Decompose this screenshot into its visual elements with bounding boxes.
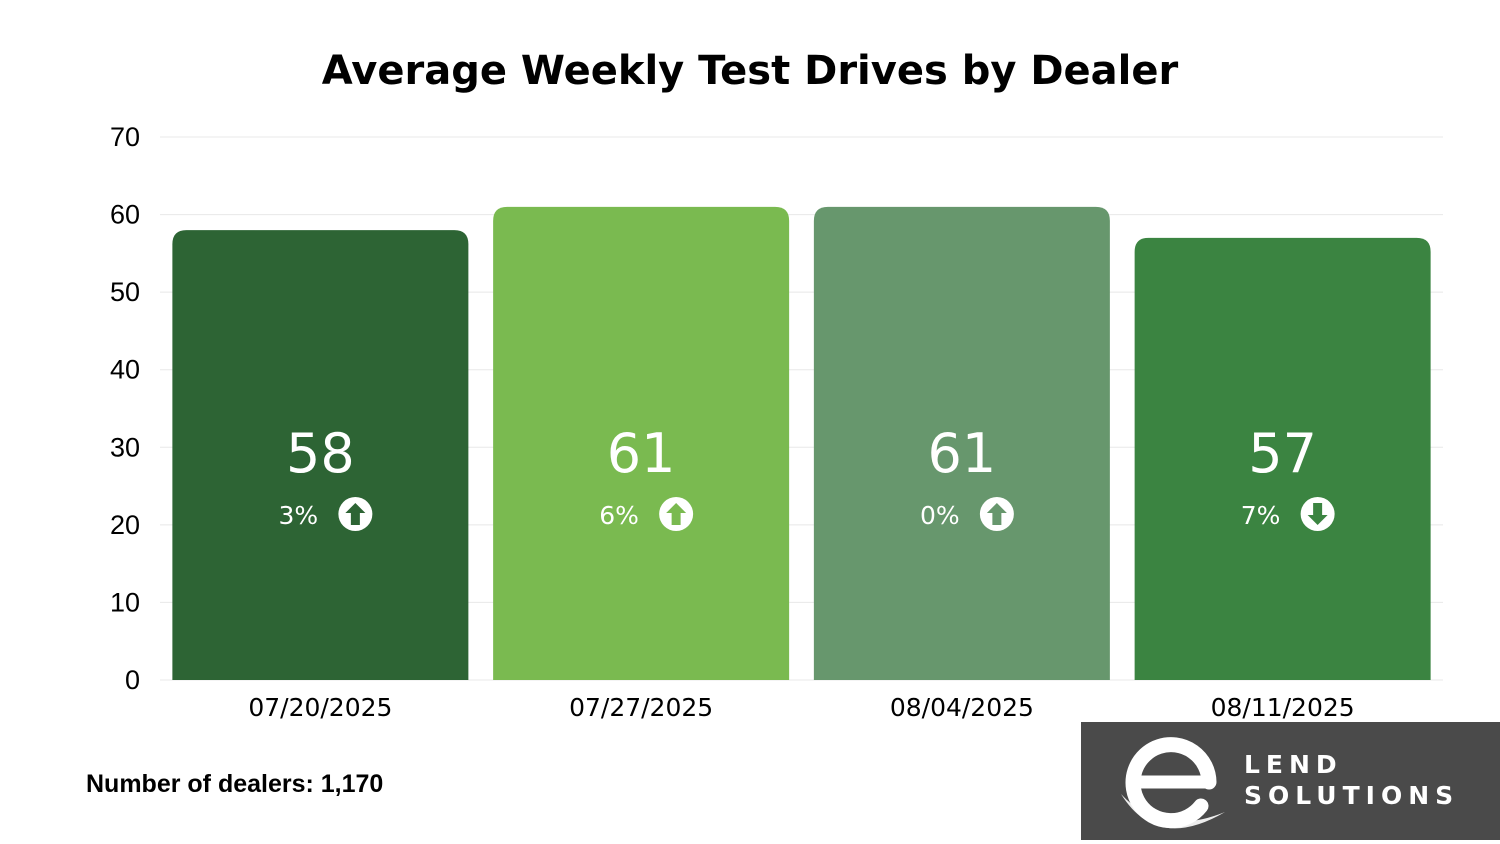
arrow-up-circle-icon (659, 497, 694, 531)
bar-value-label: 61 (928, 422, 997, 485)
bar (813, 206, 1110, 681)
e-swoosh-logo-icon (1121, 737, 1225, 829)
dealer-count-footnote: Number of dealers: 1,170 (86, 770, 384, 798)
y-tick-label: 50 (110, 277, 140, 307)
lend-solutions-logo: LEND SOLUTIONS (1081, 722, 1500, 840)
y-tick-label: 20 (110, 510, 140, 540)
x-category-label: 07/20/2025 (248, 693, 392, 722)
arrow-down-circle-icon (1300, 497, 1335, 531)
x-category-label: 08/11/2025 (1211, 693, 1355, 722)
bar-change-label: 3% (279, 501, 319, 530)
bar-value-label: 57 (1248, 422, 1317, 485)
bar (1134, 237, 1431, 681)
bar (493, 206, 790, 681)
x-category-label: 08/04/2025 (890, 693, 1034, 722)
y-tick-label: 30 (110, 432, 140, 462)
y-tick-label: 60 (110, 200, 140, 230)
bar-value-label: 58 (286, 422, 355, 485)
bars: 58 3% 61 6% 61 0% 57 7% (172, 206, 1431, 681)
chart-title: Average Weekly Test Drives by Dealer (322, 48, 1179, 94)
bar-change-label: 6% (599, 501, 639, 530)
y-tick-label: 40 (110, 355, 140, 385)
bar-value-label: 61 (607, 422, 676, 485)
y-tick-label: 0 (125, 665, 140, 695)
y-tick-label: 70 (110, 122, 140, 152)
x-category-label: 07/27/2025 (569, 693, 713, 722)
y-tick-label: 10 (110, 587, 140, 617)
bar (172, 230, 469, 681)
logo-text-solutions: SOLUTIONS (1244, 781, 1460, 810)
x-axis-category-labels: 07/20/2025 07/27/2025 08/04/2025 08/11/2025 (248, 693, 1354, 722)
logo-text-lend: LEND (1244, 750, 1343, 779)
arrow-up-circle-icon (979, 497, 1014, 531)
y-axis-tick-labels: 0 10 20 30 40 50 60 70 (110, 122, 140, 695)
bar-change-label: 0% (920, 501, 960, 530)
arrow-up-circle-icon (338, 497, 373, 531)
bar-change-label: 7% (1241, 501, 1281, 530)
